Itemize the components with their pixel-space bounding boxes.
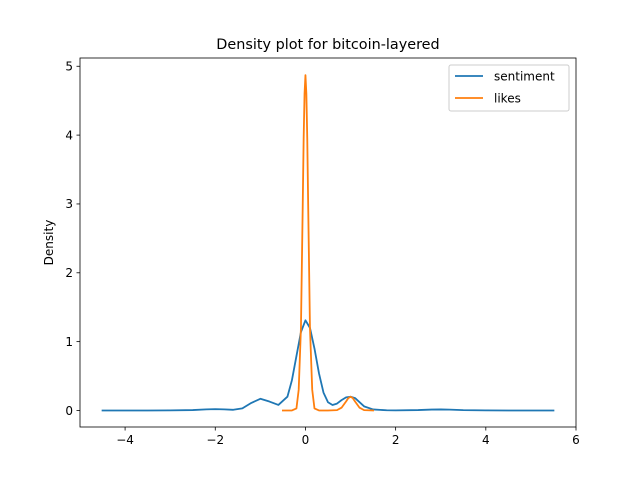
y-tick-label: 2 [65,266,73,280]
y-tick-label: 5 [65,60,73,74]
legend: sentiment likes [448,64,570,112]
x-tick-label: 6 [572,433,580,447]
x-tick-label: −4 [116,433,134,447]
legend-label-sentiment: sentiment [494,70,555,84]
x-tick-label: −2 [206,433,224,447]
legend-label-likes: likes [494,92,521,106]
y-tick-label: 3 [65,197,73,211]
y-tick-label: 1 [65,335,73,349]
x-tick-label: 0 [302,433,310,447]
series-line-likes [282,74,375,412]
chart-title: Density plot for bitcoin-layered [216,37,439,53]
plot-frame [79,57,577,428]
y-axis-label: Density [42,220,56,266]
y-tick-label: 0 [65,404,73,418]
x-tick-label: 2 [392,433,400,447]
series-line-sentiment [101,319,555,412]
x-axis: −4 −2 0 2 4 6 [116,427,580,447]
x-tick-label: 4 [482,433,490,447]
y-tick-label: 4 [65,128,73,142]
y-axis: 0 1 2 3 4 5 [65,60,80,418]
series-lines [101,74,555,412]
